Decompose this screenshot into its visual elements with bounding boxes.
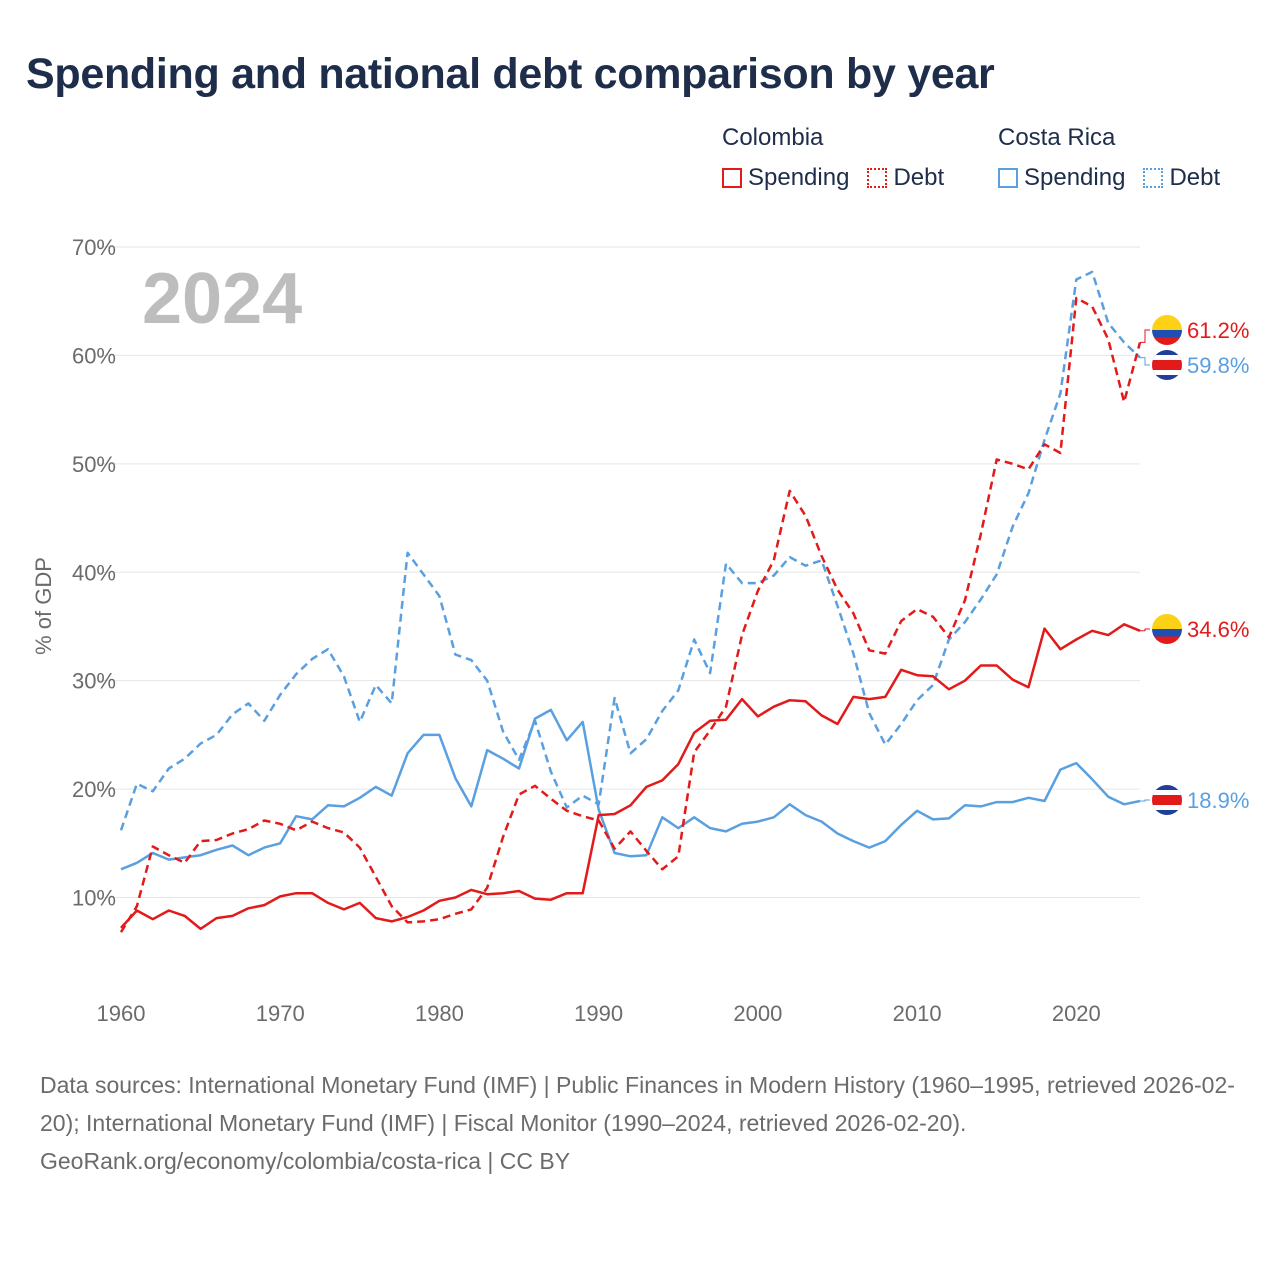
legend-group-colombia: Colombia Spending Debt: [722, 124, 944, 192]
legend-swatch-solid: [722, 168, 742, 188]
colombia-flag-icon: [1152, 315, 1182, 345]
costa-rica-flag-icon: [1152, 350, 1182, 380]
y-tick-label: 50%: [72, 452, 116, 477]
series-colombia-debt[interactable]: [119, 296, 1142, 933]
series-costa-rica-debt[interactable]: [119, 270, 1141, 831]
x-tick-label: 1960: [97, 1001, 146, 1026]
legend-group-name: Costa Rica: [998, 124, 1116, 151]
legend-label: Spending: [1024, 164, 1126, 191]
attribution[interactable]: GeoRank.org/economy/colombia/costa-rica …: [40, 1148, 571, 1174]
x-tick-label: 1990: [574, 1001, 623, 1026]
y-tick-label: 40%: [72, 560, 116, 585]
legend-swatch-dotted: [1143, 168, 1164, 188]
y-tick-label: 10%: [72, 886, 116, 911]
legend-group-costa-rica: Costa Rica Spending Debt: [998, 124, 1220, 192]
y-axis-label: % of GDP: [31, 557, 56, 655]
legend-label: Spending: [748, 164, 850, 191]
legend-swatch-dotted: [867, 168, 888, 188]
y-tick-label: 70%: [72, 235, 116, 260]
end-connector: [1140, 628, 1150, 632]
end-value-label: 34.6%: [1187, 617, 1249, 642]
series-colombia-spending[interactable]: [120, 623, 1141, 931]
x-tick-label: 2000: [733, 1001, 782, 1026]
end-connector: [1140, 329, 1150, 343]
costa-rica-flag-icon: [1152, 785, 1182, 815]
series-costa-rica-spending[interactable]: [120, 708, 1141, 871]
line-chart: 10% 20% 30% 40% 50% 60% 70% 1960 1970 1980 1990 20…: [31, 235, 1249, 1026]
legend-group-name: Colombia: [722, 124, 824, 151]
colombia-flag-icon: [1152, 614, 1182, 644]
end-value-label: 18.9%: [1187, 788, 1249, 813]
y-tick-label: 60%: [72, 343, 116, 368]
data-sources: Data sources: International Monetary Fun…: [40, 1072, 1235, 1136]
end-value-label: 61.2%: [1187, 318, 1249, 343]
legend-swatch-solid: [998, 168, 1018, 188]
end-value-label: 59.8%: [1187, 353, 1249, 378]
x-tick-label: 2020: [1052, 1001, 1101, 1026]
x-tick-label: 1970: [256, 1001, 305, 1026]
chart-title: Spending and national debt comparison by…: [26, 50, 995, 98]
legend-costa-rica-debt[interactable]: Debt: [1143, 164, 1220, 192]
y-tick-label: 20%: [72, 777, 116, 802]
legend-colombia-spending[interactable]: Spending: [722, 164, 849, 192]
year-watermark: 2024: [142, 259, 302, 339]
end-connector: [1140, 357, 1150, 366]
footer: Data sources: International Monetary Fun…: [40, 1066, 1240, 1180]
end-connector: [1140, 799, 1150, 802]
x-tick-label: 1980: [415, 1001, 464, 1026]
legend-label: Debt: [1169, 164, 1221, 191]
y-tick-label: 30%: [72, 669, 116, 694]
x-tick-label: 2010: [893, 1001, 942, 1026]
legend-label: Debt: [893, 164, 945, 191]
legend-costa-rica-spending[interactable]: Spending: [998, 164, 1125, 192]
legend-colombia-debt[interactable]: Debt: [867, 164, 944, 192]
